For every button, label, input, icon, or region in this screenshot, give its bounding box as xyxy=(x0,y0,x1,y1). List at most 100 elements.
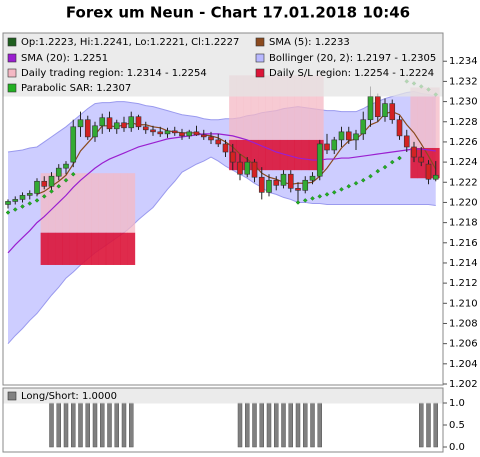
sl-region xyxy=(91,232,99,265)
candle-body xyxy=(237,161,243,175)
candle-body xyxy=(5,201,11,205)
candle-body xyxy=(171,130,178,134)
y-tick-label: 1.224 xyxy=(449,157,478,168)
trading-region xyxy=(316,75,324,140)
sl-region xyxy=(410,147,418,179)
candle-body xyxy=(186,131,193,137)
indicator-bar xyxy=(63,402,69,448)
candle-body xyxy=(12,199,19,202)
y-tick-label: 1.220 xyxy=(449,197,478,208)
y-tick-label: 1.208 xyxy=(449,318,478,329)
legend: Op:1.2223, Hi:1.2241, Lo:1.2221, Cl:1.22… xyxy=(3,33,443,97)
sar-point xyxy=(302,198,308,203)
sl-region xyxy=(55,232,63,265)
sl-region xyxy=(243,139,252,171)
sl-region xyxy=(113,232,121,265)
bollinger-band xyxy=(8,91,436,344)
candle-body xyxy=(121,122,127,129)
trading-region xyxy=(113,173,121,233)
candle-body xyxy=(215,139,222,145)
candle-body xyxy=(135,116,142,128)
indicator-bar xyxy=(252,402,257,448)
candle-body xyxy=(179,132,185,137)
sar-point xyxy=(317,194,323,199)
trading-region xyxy=(40,173,49,233)
trading-region xyxy=(229,75,237,140)
indicator-bar xyxy=(433,402,438,448)
candle-body xyxy=(41,180,48,187)
sar-point xyxy=(49,189,54,194)
trading-region xyxy=(410,87,418,148)
sl-region xyxy=(76,232,85,265)
trading-region xyxy=(308,75,317,140)
sar-point xyxy=(12,207,18,212)
legend-label: Daily S/L region: 1.2254 - 1.2224 xyxy=(269,68,434,79)
sl-region xyxy=(120,232,128,265)
candle-body xyxy=(432,174,439,180)
legend-label: Long/Short: 1.0000 xyxy=(21,391,117,402)
sar-point xyxy=(20,204,25,209)
trading-region xyxy=(69,173,78,233)
trading-region xyxy=(287,75,295,140)
y-tick-label: 0.5 xyxy=(449,420,465,431)
sar-point xyxy=(70,171,76,177)
trading-region xyxy=(105,173,114,233)
indicator-bar xyxy=(310,402,315,448)
candle-body xyxy=(382,103,388,118)
indicator-bar xyxy=(237,402,243,448)
indicator-bar xyxy=(274,402,279,448)
candle-body xyxy=(106,117,113,130)
trading-region xyxy=(424,87,433,148)
trading-region xyxy=(258,75,266,140)
indicator-bar xyxy=(56,402,61,448)
indicator-bar xyxy=(295,402,301,448)
trading-region xyxy=(265,75,273,140)
y-tick-label: 1.218 xyxy=(449,218,478,229)
candle-body xyxy=(164,130,171,135)
sar-point xyxy=(382,164,388,170)
y-tick-label: 1.226 xyxy=(449,137,478,148)
candle-body xyxy=(55,167,62,177)
sl-region xyxy=(279,139,288,171)
bollinger-lower xyxy=(7,156,436,344)
candle-body xyxy=(280,173,287,186)
candle-body xyxy=(19,195,26,200)
candle-body xyxy=(266,179,272,193)
y-tick-label: 1.216 xyxy=(449,238,478,249)
y-tick-label: 0.0 xyxy=(449,442,465,453)
sar-point xyxy=(375,168,381,174)
candle-body xyxy=(309,175,316,181)
candle-body xyxy=(208,136,214,141)
candle-body xyxy=(99,117,106,127)
legend-label: Daily trading region: 1.2314 - 1.2254 xyxy=(21,68,207,79)
y-tick-label: 1.214 xyxy=(449,258,478,269)
legend-label: SMA (5): 1.2233 xyxy=(269,37,350,48)
indicator-bar xyxy=(129,402,134,448)
indicator-bar xyxy=(49,402,54,448)
candle-body xyxy=(353,133,359,141)
sl-region xyxy=(287,139,295,171)
y-tick-label: 1.228 xyxy=(449,117,478,128)
candle-body xyxy=(48,175,55,187)
trading-region xyxy=(272,75,281,140)
sar-point xyxy=(295,200,301,205)
y-tick-label: 1.206 xyxy=(449,339,478,350)
sar-point xyxy=(27,201,33,206)
legend-swatch xyxy=(7,391,17,401)
sl-region xyxy=(62,232,70,265)
indicator-bar xyxy=(281,402,286,448)
sl-region xyxy=(47,232,56,265)
sar-point xyxy=(5,210,11,215)
candle-body xyxy=(258,176,265,193)
candle-body xyxy=(193,131,200,136)
candle-body xyxy=(273,179,280,186)
candle-body xyxy=(92,125,98,138)
candle-body xyxy=(302,179,309,191)
indicator-bar xyxy=(245,402,250,448)
y-tick-label: 1.222 xyxy=(449,177,478,188)
sar-point xyxy=(310,196,315,201)
candle-body xyxy=(425,163,432,180)
sl-region xyxy=(40,232,49,265)
indicator-bar xyxy=(266,402,272,448)
